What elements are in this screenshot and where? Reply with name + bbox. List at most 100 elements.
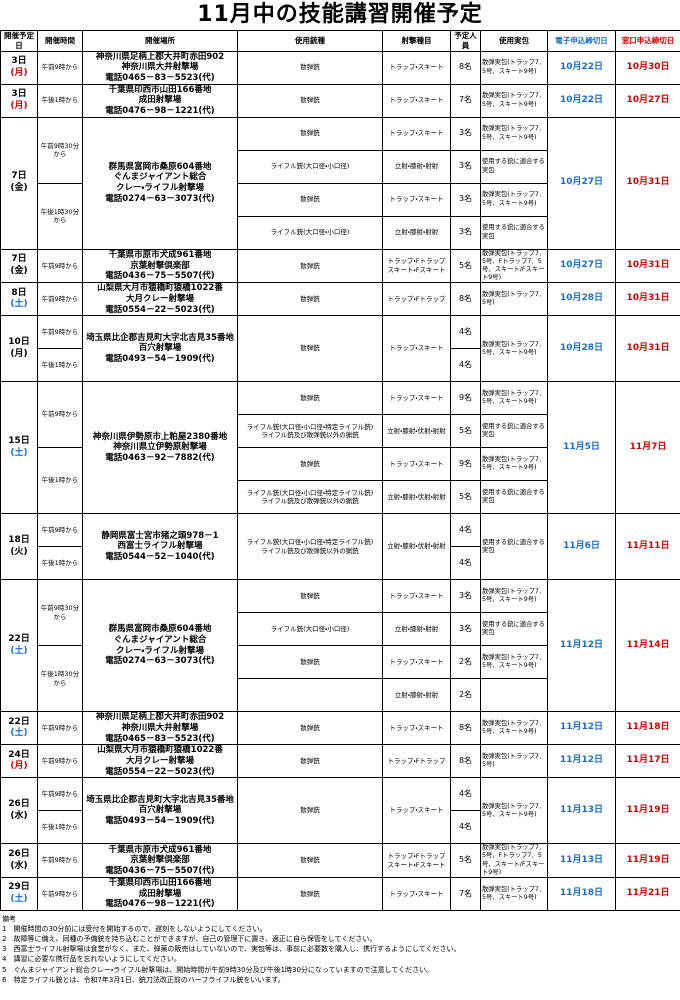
text-line: 成田射撃場 [138, 95, 182, 106]
schedule-table: 開催予定日 開催時間 開催場所 使用銃種 射撃種目 予定人員 使用実包 電子申込… [0, 30, 680, 911]
cell-text: 10月28日 [559, 293, 604, 304]
notes-title: 備考 [2, 914, 16, 923]
date-weekday: (土) [10, 728, 28, 739]
cell-text: 11月14日 [626, 639, 670, 650]
wdl-cell: 11月14日 [615, 579, 680, 713]
edl-cell: 11月12日 [547, 744, 616, 779]
cell-text: トラップ・スキート [389, 129, 444, 138]
gun-cell: 散弾銃 [237, 711, 383, 746]
count-cell: 8名 [450, 744, 481, 779]
count-cell: 4名 [450, 777, 481, 812]
place-cell: 千葉県市原市犬成961番地 京葉射撃倶楽部 電話0436－75－5507(代) [82, 248, 238, 284]
cell-text: 午後1時30分から [40, 207, 80, 224]
date-day: 24日 [8, 749, 30, 760]
text-line: クレー・ライフル射撃場 [116, 645, 204, 656]
cell-text: 3名 [458, 128, 473, 138]
text-line: 千葉県印西市山田166番地 [108, 84, 212, 95]
gun-cell: 散弾銃 [237, 182, 383, 217]
cell-text: 午後1時から [41, 476, 79, 485]
cell-text: 10月28日 [559, 342, 604, 353]
cell-text: 5名 [458, 260, 473, 270]
text-line: 電話0544－52－1040(代) [105, 552, 215, 562]
cell-text: 散弾実包(トラップ7．5号、スキート9号) [482, 456, 546, 472]
cell-text: 午前9時から [41, 327, 79, 336]
cell-text: 使用する銃に適合する実包 [482, 423, 545, 439]
text-line: ライフル銃(大口径・小口径・特定ライフル銃) [246, 488, 374, 497]
discipline-cell: トラップ・スキート [382, 579, 451, 614]
cell-text: 7名 [458, 95, 473, 105]
cell-text: 散弾実包(トラップ7．5号、スキート9号) [482, 59, 546, 75]
gun-cell: 散弾銃 [237, 777, 383, 845]
notes: 備考 1 開催時間の30分前には受付を開始するので、遅刻をしないようにしてくださ… [0, 911, 680, 985]
schedule-row: 立射・膝射・射射 2名 [1, 678, 680, 713]
cell-text: トラップ・スキート [389, 723, 444, 732]
date-cell: 18日 (火) [0, 513, 38, 581]
time-cell: 午前9時から [37, 843, 83, 878]
schedule-row: 午後1時から 4名 [1, 546, 680, 581]
schedule-row: ライフル銃(大口径・小口径) 立射・膝射・射射 3名 使用する銃に適合する実包 [1, 149, 680, 184]
cell-text: トラップ・スキート [389, 393, 444, 402]
cell-text: 使用する銃に適合する実包 [482, 538, 545, 554]
count-cell: 8名 [450, 50, 481, 85]
header-cell: 使用銃種 [237, 30, 383, 52]
cell-text: 8名 [458, 755, 473, 765]
cell-text: 3名 [458, 623, 473, 633]
schedule-row: 午後1時から 散弾銃 トラップ・スキート 9名 散弾実包(トラップ7．5号、スキート9号… [1, 447, 680, 515]
header-cell: 予定人員 [450, 30, 481, 52]
schedule-row: 7日 (金) 午前9時30分から 群馬県富岡市桑原604番地 ぐんまジャイアント総合 クレ… [0, 116, 680, 250]
text-line: 電話0274－63－3073(代) [105, 656, 215, 667]
count-cell: 9名 [450, 447, 481, 482]
cell-text: 11月18日 [626, 722, 670, 733]
cell-text: 11月19日 [626, 854, 670, 865]
text-line: 百穴射撃場 [138, 343, 182, 354]
cell-text: 10月27日 [626, 94, 670, 105]
cell-text: 立射・膝射・射射 [394, 624, 439, 633]
date-weekday: (土) [10, 645, 28, 656]
place-cell: 神奈川県伊勢原市上粕屋2380番地 神奈川県立伊勢原射撃場 電話0463－92－78… [82, 381, 238, 515]
wdl-cell: 11月7日 [615, 381, 680, 515]
cell-text: 散弾実包(トラップ7．5号、スキート9号) [482, 191, 546, 207]
date-day: 29日 [8, 882, 30, 893]
cell-text: 11月18日 [559, 888, 604, 899]
discipline-cell: 立射・膝射・射射 [382, 678, 451, 713]
gun-cell: ライフル銃(大口径・小口径) [237, 215, 383, 250]
place-cell: 神奈川県足柄上郡大井町赤田902 神奈川県大井射撃場 電話0465－83－5523(… [82, 711, 238, 746]
cell-text: ライフル銃(大口径・小口径) [270, 162, 350, 171]
schedule-row: ライフル銃(大口径・小口径) 立射・膝射・射射 3名 使用する銃に適合する実包 [1, 215, 680, 250]
schedule-row: 26日 (水) 午前9時から 千葉県市原市犬成961番地 京葉射撃倶楽部 電話0436－7… [0, 843, 680, 878]
time-cell: 午後1時から [37, 83, 83, 118]
date-weekday: (金) [10, 265, 28, 276]
header-cell: 使用実包 [480, 30, 548, 52]
gun-cell: 散弾銃 [237, 645, 383, 680]
schedule-row: 29日 (土) 午前9時から 千葉県印西市山田166番地 成田射撃場 電話0476－98－… [0, 876, 680, 911]
date-cell: 24日 (月) [0, 744, 38, 779]
cell-text: 午後1時から [41, 96, 79, 105]
edl-cell: 11月5日 [547, 381, 616, 515]
cell-text: 4名 [458, 788, 473, 798]
schedule-row: 22日 (土) 午前9時30分から 群馬県富岡市桑原604番地 ぐんまジャイアント総合ク… [0, 579, 680, 713]
cell-text: 5名 [458, 491, 473, 501]
table-body: 3日 (月) 午前9時から 神奈川県足柄上郡大井町赤田902 神奈川県大井射撃場 電話04… [0, 50, 680, 911]
text-line: 大月クレー射撃場 [125, 293, 194, 304]
time-cell: 午後1時30分から [37, 182, 83, 250]
cell-text: 11月6日 [563, 540, 600, 551]
text-line: 神奈川県足柄上郡大井町赤田902 [95, 712, 225, 723]
ammo-cell [480, 678, 548, 713]
text-line: 電話0554－22－5023(代) [105, 766, 215, 777]
ammo-cell: 散弾実包(トラップ7．5号、スキート9号) [480, 50, 548, 85]
cell-text: 散弾銃 [300, 657, 320, 666]
time-cell: 午後1時から [37, 447, 83, 515]
text-line: 神奈川県伊勢原市上粕屋2380番地 [92, 431, 228, 442]
cell-text: 散弾銃 [300, 723, 320, 732]
schedule-row: 15日 (土) 午前9時から 神奈川県伊勢原市上粕屋2380番地 神奈川県立伊勢原射撃場… [0, 381, 680, 515]
wdl-cell: 11月18日 [615, 711, 680, 746]
cell-text: 7名 [458, 888, 473, 898]
cell-text: 2名 [458, 656, 473, 666]
date-day: 22日 [8, 716, 30, 727]
cell-text: 午後1時から [41, 360, 79, 369]
text-line: 西富士ライフル射撃場 [117, 541, 203, 552]
place-cell: 群馬県富岡市桑原604番地 ぐんまジャイアント総合 クレー・ライフル射撃場 電話027… [82, 579, 238, 713]
cell-text: 5名 [458, 425, 473, 435]
edl-cell: 11月18日 [547, 876, 616, 911]
discipline-cell: トラップ・Fトラップ スキート・Fスキート [382, 248, 451, 284]
